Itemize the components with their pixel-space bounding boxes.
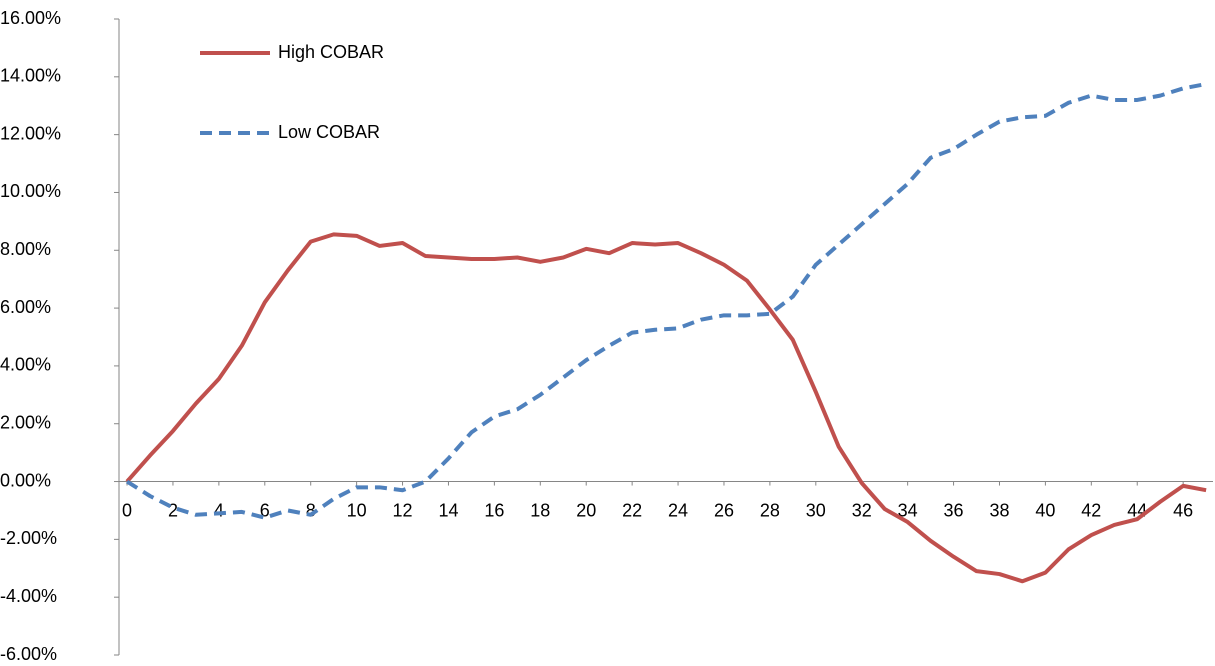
y-tick-label: -2.00%: [0, 528, 57, 548]
x-tick-label: 28: [760, 500, 780, 520]
y-tick-label: 2.00%: [0, 412, 51, 432]
data-line: [125, 232, 1207, 584]
x-tick-label: 24: [668, 500, 688, 520]
x-tick-label: 4: [214, 500, 224, 520]
y-tick-label: 14.00%: [0, 66, 61, 86]
x-tick-label: 22: [622, 500, 642, 520]
x-tick-label: 32: [852, 500, 872, 520]
x-tick-label: 46: [1173, 500, 1193, 520]
x-tick-label: 20: [576, 500, 596, 520]
data-line: [125, 82, 1207, 520]
y-tick-label: 8.00%: [0, 239, 51, 259]
y-tick-label: 0.00%: [0, 470, 51, 490]
y-tick-label: 6.00%: [0, 297, 51, 317]
x-tick-label: 40: [1035, 500, 1055, 520]
legend-label: Low COBAR: [278, 122, 380, 142]
x-tick-label: 26: [714, 500, 734, 520]
x-tick-label: 6: [260, 500, 270, 520]
y-tick-label: 16.00%: [0, 8, 61, 28]
x-tick-label: 16: [484, 500, 504, 520]
x-tick-label: 42: [1081, 500, 1101, 520]
x-tick-label: 12: [393, 500, 413, 520]
legend-label: High COBAR: [278, 42, 384, 62]
y-tick-label: 10.00%: [0, 181, 61, 201]
y-tick-label: 12.00%: [0, 123, 61, 143]
x-tick-label: 0: [122, 500, 132, 520]
y-tick-label: 4.00%: [0, 355, 51, 375]
x-tick-label: 14: [438, 500, 458, 520]
x-tick-label: 38: [989, 500, 1009, 520]
y-tick-label: -4.00%: [0, 586, 57, 606]
x-tick-label: 36: [944, 500, 964, 520]
y-tick-label: -6.00%: [0, 644, 57, 664]
x-tick-label: 2: [168, 500, 178, 520]
x-tick-label: 34: [898, 500, 918, 520]
x-tick-label: 8: [306, 500, 316, 520]
x-tick-label: 18: [530, 500, 550, 520]
x-tick-label: 30: [806, 500, 826, 520]
x-tick-label: 10: [347, 500, 367, 520]
